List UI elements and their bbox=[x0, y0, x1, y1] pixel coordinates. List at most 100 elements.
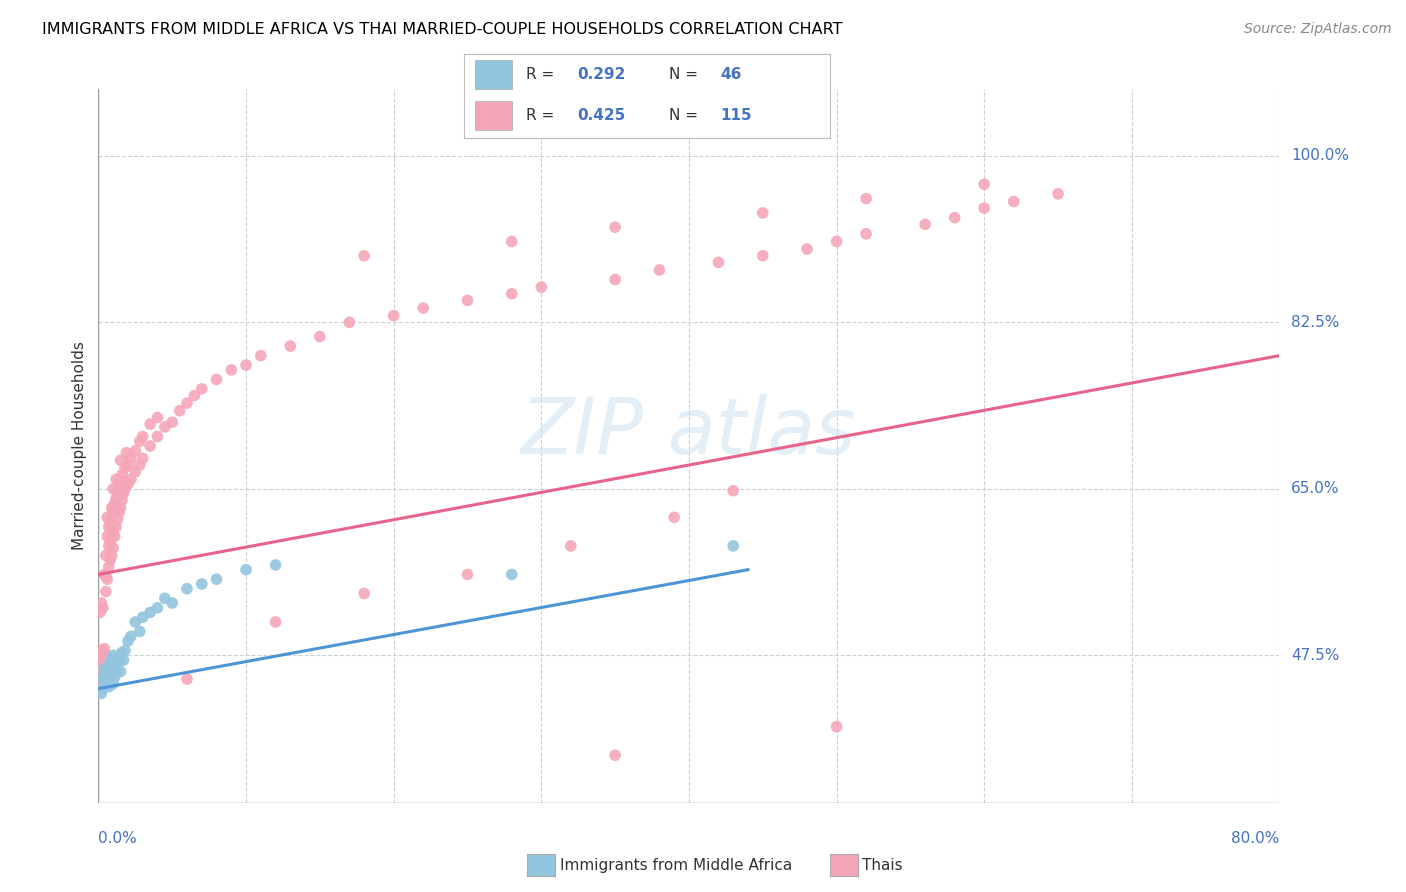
Text: 0.0%: 0.0% bbox=[98, 831, 138, 847]
Text: R =: R = bbox=[526, 67, 560, 82]
Point bbox=[97, 539, 120, 553]
Point bbox=[278, 339, 302, 353]
Text: 115: 115 bbox=[720, 108, 751, 123]
Point bbox=[132, 429, 155, 443]
Point bbox=[721, 483, 744, 498]
Point bbox=[93, 663, 115, 677]
Text: R =: R = bbox=[526, 108, 560, 123]
Point bbox=[120, 451, 142, 466]
Point bbox=[235, 358, 257, 372]
Point bbox=[94, 648, 117, 663]
Text: N =: N = bbox=[669, 108, 703, 123]
Point bbox=[89, 667, 111, 681]
Text: 82.5%: 82.5% bbox=[1291, 315, 1340, 330]
Point bbox=[139, 439, 162, 453]
Point bbox=[98, 657, 121, 672]
Point bbox=[353, 249, 375, 263]
Text: 80.0%: 80.0% bbox=[1232, 831, 1279, 847]
Point bbox=[124, 443, 146, 458]
Point bbox=[103, 506, 125, 520]
Point bbox=[943, 211, 966, 225]
Point bbox=[309, 329, 332, 343]
Point bbox=[219, 363, 242, 377]
Point bbox=[110, 474, 132, 488]
Point bbox=[93, 651, 115, 665]
Point bbox=[111, 493, 134, 508]
Point bbox=[97, 520, 120, 534]
Point bbox=[530, 280, 553, 294]
Point bbox=[146, 410, 169, 425]
Point bbox=[94, 670, 117, 684]
Point bbox=[117, 477, 139, 491]
Point bbox=[103, 663, 125, 677]
Text: Thais: Thais bbox=[862, 858, 903, 872]
Point bbox=[139, 606, 162, 620]
Point bbox=[456, 567, 478, 582]
Text: Immigrants from Middle Africa: Immigrants from Middle Africa bbox=[560, 858, 792, 872]
Point bbox=[103, 677, 125, 691]
Point bbox=[98, 553, 121, 567]
Point bbox=[605, 220, 627, 235]
Point bbox=[176, 582, 198, 596]
Point bbox=[337, 315, 360, 329]
Point bbox=[89, 677, 111, 691]
Text: IMMIGRANTS FROM MIDDLE AFRICA VS THAI MARRIED-COUPLE HOUSEHOLDS CORRELATION CHAR: IMMIGRANTS FROM MIDDLE AFRICA VS THAI MA… bbox=[42, 22, 842, 37]
Point bbox=[117, 634, 139, 648]
Point bbox=[110, 648, 132, 663]
Point bbox=[112, 486, 135, 500]
Point bbox=[98, 515, 121, 529]
Point bbox=[107, 483, 129, 498]
Point bbox=[93, 641, 115, 656]
Point bbox=[124, 615, 146, 629]
Point bbox=[153, 420, 176, 434]
Point bbox=[96, 673, 118, 688]
Point bbox=[111, 645, 134, 659]
Point bbox=[191, 577, 214, 591]
Y-axis label: Married-couple Households: Married-couple Households bbox=[72, 342, 87, 550]
Bar bbox=[475, 101, 512, 130]
Point bbox=[91, 648, 114, 663]
Point bbox=[146, 600, 169, 615]
Text: 47.5%: 47.5% bbox=[1291, 648, 1340, 663]
Point bbox=[162, 415, 183, 429]
Point bbox=[605, 272, 627, 286]
Point bbox=[94, 549, 117, 563]
Point bbox=[605, 748, 627, 763]
Point bbox=[97, 559, 120, 574]
Point bbox=[250, 349, 273, 363]
Text: 100.0%: 100.0% bbox=[1291, 148, 1350, 163]
Point bbox=[114, 461, 136, 475]
Point bbox=[128, 434, 150, 449]
Bar bbox=[475, 61, 512, 89]
Point bbox=[751, 249, 773, 263]
Text: 65.0%: 65.0% bbox=[1291, 482, 1340, 496]
Text: N =: N = bbox=[669, 67, 703, 82]
Point bbox=[111, 467, 134, 482]
Point bbox=[103, 482, 125, 496]
Point bbox=[93, 567, 115, 582]
Point bbox=[176, 672, 198, 686]
Point bbox=[105, 520, 128, 534]
Point bbox=[721, 539, 744, 553]
Point bbox=[132, 451, 155, 466]
Point bbox=[97, 680, 120, 694]
Point bbox=[855, 227, 877, 241]
Point bbox=[98, 534, 121, 549]
Point bbox=[91, 681, 114, 696]
Point bbox=[89, 606, 111, 620]
Point bbox=[973, 201, 995, 215]
Point bbox=[103, 648, 125, 663]
Point bbox=[90, 672, 112, 686]
Point bbox=[501, 286, 523, 301]
Point bbox=[96, 510, 118, 524]
Point bbox=[235, 563, 257, 577]
Point bbox=[103, 541, 125, 555]
Point bbox=[100, 653, 122, 667]
Point bbox=[100, 549, 122, 563]
Point bbox=[128, 624, 150, 639]
Point bbox=[96, 653, 118, 667]
Point bbox=[205, 372, 228, 386]
Point bbox=[108, 653, 131, 667]
Point bbox=[1046, 186, 1069, 201]
Point bbox=[94, 657, 117, 672]
